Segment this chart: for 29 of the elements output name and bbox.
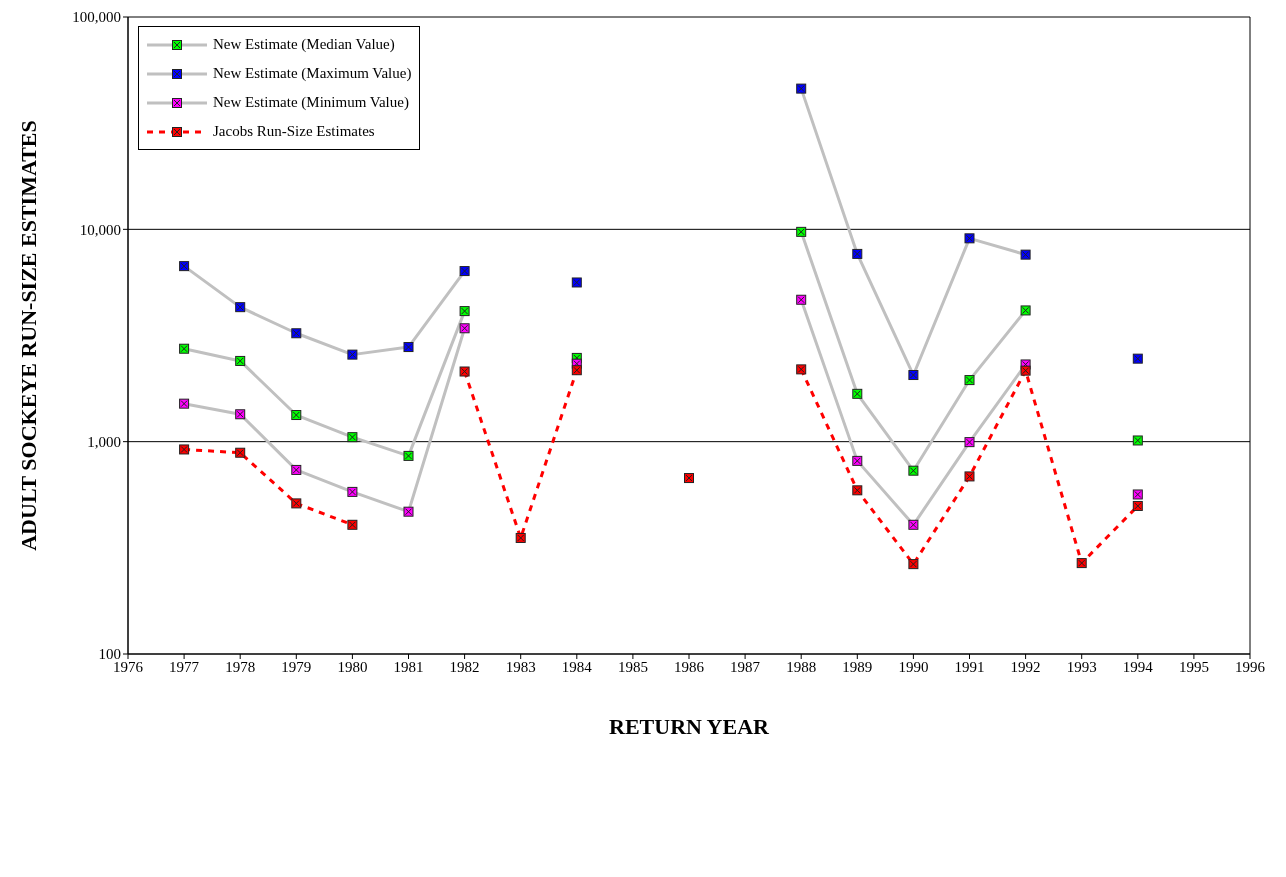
x-tick-label: 1986 bbox=[674, 658, 705, 675]
x-tick-label: 1996 bbox=[1235, 658, 1266, 675]
x-tick-label: 1988 bbox=[786, 658, 817, 675]
legend-label: Jacobs Run-Size Estimates bbox=[213, 123, 375, 140]
x-tick-label: 1984 bbox=[561, 658, 593, 675]
x-tick-label: 1993 bbox=[1066, 658, 1097, 675]
x-tick-label: 1982 bbox=[449, 658, 480, 675]
x-tick-label: 1980 bbox=[337, 658, 368, 675]
x-tick-label: 1989 bbox=[842, 658, 873, 675]
x-tick-label: 1977 bbox=[169, 658, 200, 675]
y-tick-label: 1,000 bbox=[87, 433, 121, 450]
x-tick-label: 1991 bbox=[954, 658, 985, 675]
x-tick-label: 1995 bbox=[1178, 658, 1209, 675]
legend-label: New Estimate (Minimum Value) bbox=[213, 94, 409, 111]
x-tick-label: 1981 bbox=[393, 658, 424, 675]
y-axis-title: ADULT SOCKEYE RUN-SIZE ESTIMATES bbox=[15, 120, 41, 551]
x-tick-label: 1992 bbox=[1010, 658, 1041, 675]
y-tick-label: 10,000 bbox=[79, 221, 121, 238]
y-tick-label: 100,000 bbox=[72, 9, 121, 26]
x-tick-label: 1978 bbox=[225, 658, 256, 675]
x-tick-label: 1990 bbox=[898, 658, 929, 675]
x-tick-label: 1979 bbox=[281, 658, 312, 675]
legend-label: New Estimate (Maximum Value) bbox=[213, 65, 412, 82]
x-tick-label: 1983 bbox=[505, 658, 536, 675]
x-tick-label: 1985 bbox=[617, 658, 648, 675]
legend-label: New Estimate (Median Value) bbox=[213, 36, 395, 53]
x-tick-label: 1994 bbox=[1122, 658, 1154, 675]
x-axis-title: RETURN YEAR bbox=[609, 714, 771, 739]
x-tick-label: 1987 bbox=[730, 658, 761, 675]
